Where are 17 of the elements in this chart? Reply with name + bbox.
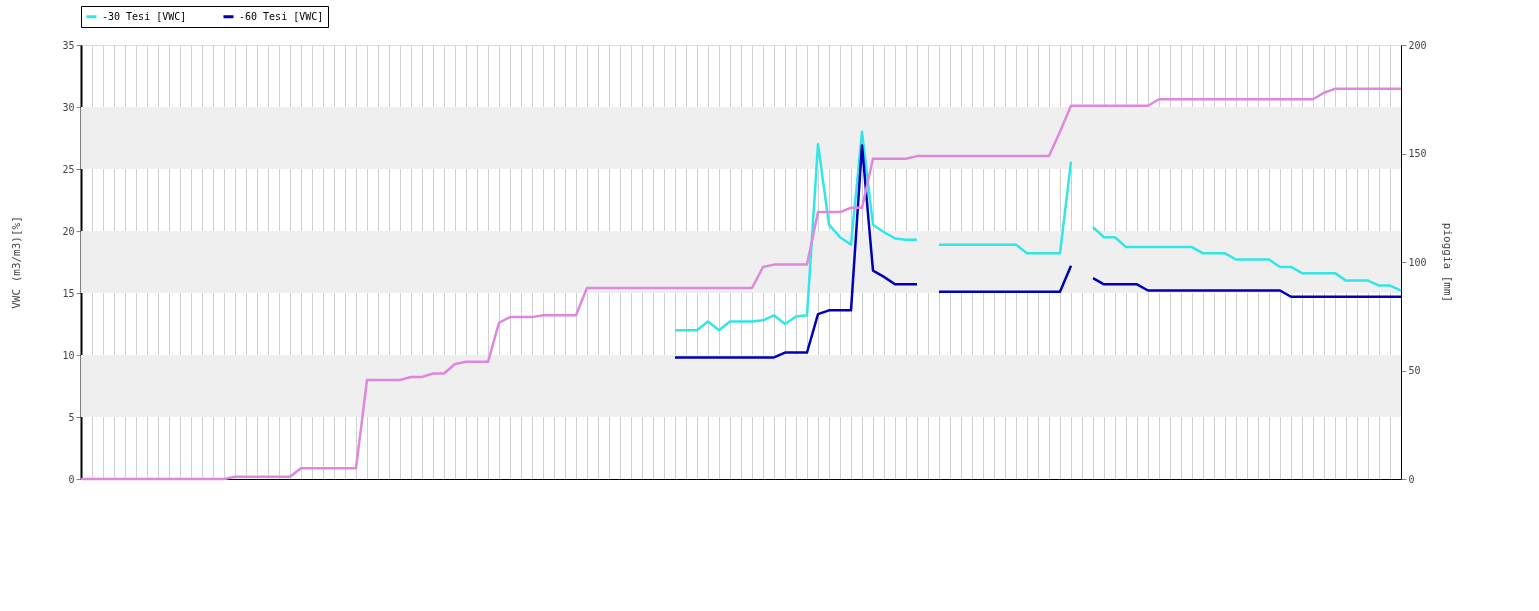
y2-tick-label: 150 [1408, 148, 1427, 159]
y2-tick-label: 200 [1408, 39, 1427, 51]
y-tick-label: 15 [62, 287, 75, 299]
y2-tick-label: 50 [1408, 365, 1421, 376]
y-tick-label: 10 [62, 349, 75, 361]
legend-label: -30 Tesi [VWC] [102, 10, 187, 22]
y2-tick-label: 0 [1408, 473, 1415, 485]
y-tick-label: 5 [68, 411, 75, 423]
y-tick-label: 35 [62, 39, 75, 51]
y-tick-label: 30 [62, 101, 75, 113]
y-axis-title: VWC (m3/m3)[%] [10, 216, 24, 309]
legend-label: -60 Tesi [VWC] [239, 10, 324, 22]
y2-tick-label: 100 [1408, 256, 1427, 268]
y-tick-label: 25 [62, 163, 75, 175]
y2-axis-title: pioggia [mm] [1440, 222, 1454, 303]
y-tick-label: 20 [62, 225, 75, 237]
y-tick-label: 0 [68, 473, 75, 485]
